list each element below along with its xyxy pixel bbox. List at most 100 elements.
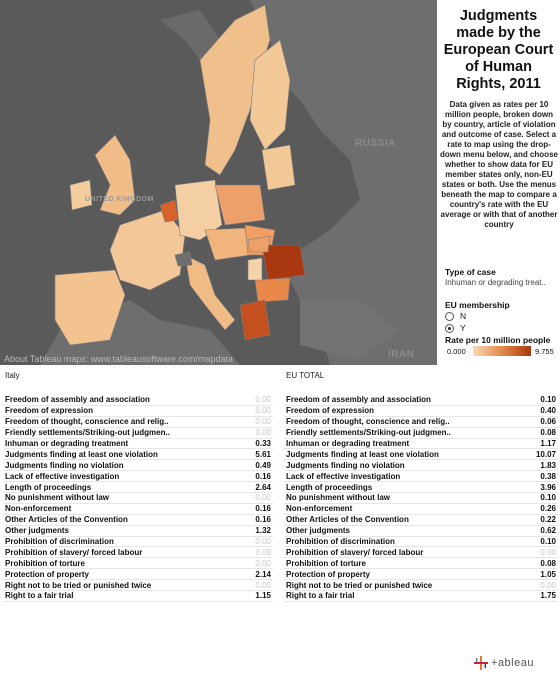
left-table-row[interactable]: Inhuman or degrading treatment 0.33 [3, 439, 273, 450]
tableau-logo[interactable]: +ableau [474, 656, 534, 670]
right-table-row[interactable]: Other judgments 0.62 [284, 526, 558, 537]
right-table-row[interactable]: Right not to be tried or punished twice 0… [284, 580, 558, 592]
map-view[interactable]: RUSSIA IRAN UNITED KINGDOM About Tableau… [0, 0, 437, 365]
left-row-value: 0.00 [255, 537, 271, 547]
right-row-value: 0.08 [540, 428, 556, 438]
right-table-row[interactable]: Friendly settlements/Striking-out judgme… [284, 428, 558, 439]
right-table-row[interactable]: Judgments finding no violation 1.83 [284, 460, 558, 472]
right-table-row[interactable]: Prohibition of discrimination 0.10 [284, 537, 558, 548]
right-row-value: 0.00 [540, 547, 556, 557]
left-table-row[interactable]: Lack of effective investigation 0.16 [3, 471, 273, 483]
left-row-value: 0.49 [255, 460, 271, 470]
left-table-row[interactable]: Prohibition of discrimination 0.00 [3, 537, 273, 548]
right-row-value: 0.10 [540, 395, 556, 405]
right-row-value: 0.26 [540, 504, 556, 514]
eu-option-y[interactable]: Y [445, 323, 466, 333]
legend-title: Rate per 10 million people [445, 335, 551, 345]
right-table-row[interactable]: Freedom of thought, conscience and relig… [284, 417, 558, 428]
left-table-row[interactable]: Judgments finding no violation 0.49 [3, 460, 273, 472]
left-row-value: 0.16 [255, 504, 271, 514]
left-row-value: 0.00 [255, 417, 271, 427]
right-row-label: Freedom of expression [286, 406, 375, 416]
eu-membership-label: EU membership [445, 300, 510, 310]
left-table-row[interactable]: Length of proceedings 2.64 [3, 482, 273, 494]
right-table-row[interactable]: Length of proceedings 3.96 [284, 482, 558, 494]
right-table-row[interactable]: Prohibition of torture 0.08 [284, 558, 558, 570]
left-table-row[interactable]: Other Articles of the Convention 0.16 [3, 515, 273, 526]
left-row-label: Judgments finding no violation [5, 460, 124, 470]
right-row-label: Judgments finding no violation [286, 460, 405, 470]
right-row-label: Judgments finding at least one violation [286, 449, 439, 459]
right-table-row[interactable]: Judgments finding at least one violation… [284, 449, 558, 461]
left-table-row[interactable]: Prohibition of torture 0.00 [3, 558, 273, 570]
right-table-row[interactable]: Non-enforcement 0.26 [284, 504, 558, 515]
right-table-row[interactable]: Freedom of expression 0.40 [284, 406, 558, 417]
left-row-value: 0.00 [255, 406, 271, 416]
map-credit-link[interactable]: About Tableau maps: www.tableausoftware.… [4, 354, 233, 364]
right-comparison-table: Freedom of assembly and association 0.10 F… [284, 395, 558, 602]
left-table-row[interactable]: Other judgments 1.32 [3, 526, 273, 537]
right-row-value: 0.38 [540, 471, 556, 481]
left-row-label: Freedom of assembly and association [5, 395, 150, 405]
legend-min: 0.000 [447, 347, 466, 356]
type-of-case-dropdown[interactable]: Inhuman or degrading treat.. [445, 278, 546, 287]
left-table-row[interactable]: Prohibition of slavery/ forced labour 0.0… [3, 547, 273, 559]
right-table-row[interactable]: Inhuman or degrading treatment 1.17 [284, 439, 558, 450]
radio-y-icon[interactable] [445, 323, 454, 333]
left-table-row[interactable]: Non-enforcement 0.16 [3, 504, 273, 515]
left-table-row[interactable]: Judgments finding at least one violation… [3, 449, 273, 461]
left-table-row[interactable]: Freedom of thought, conscience and relig… [3, 417, 273, 428]
right-table-row[interactable]: Lack of effective investigation 0.38 [284, 471, 558, 483]
left-row-value: 0.16 [255, 471, 271, 481]
left-row-value: 5.61 [255, 449, 271, 459]
left-table-header[interactable]: Italy [5, 371, 20, 380]
right-table-row[interactable]: Right to a fair trial 1.75 [284, 591, 558, 602]
legend-max: 9.755 [535, 347, 554, 356]
right-row-label: No punishment without law [286, 493, 390, 503]
left-row-label: Prohibition of discrimination [5, 537, 114, 547]
right-row-value: 0.10 [540, 537, 556, 547]
left-row-label: No punishment without law [5, 493, 109, 503]
right-row-value: 0.10 [540, 493, 556, 503]
right-table-row[interactable]: Freedom of assembly and association 0.10 [284, 395, 558, 406]
tableau-cross-icon [474, 656, 488, 670]
map-canvas[interactable] [0, 0, 437, 365]
left-table-row[interactable]: Protection of property 2.14 [3, 569, 273, 581]
eu-option-n-label: N [460, 311, 467, 321]
right-table-row[interactable]: No punishment without law 0.10 [284, 493, 558, 504]
type-of-case-label: Type of case [445, 267, 496, 277]
left-row-value: 1.15 [255, 591, 271, 601]
right-row-value: 3.96 [540, 482, 556, 492]
right-row-label: Protection of property [286, 569, 371, 579]
left-comparison-table: Freedom of assembly and association 0.00 F… [3, 395, 273, 602]
right-table-row[interactable]: Other Articles of the Convention 0.22 [284, 515, 558, 526]
right-row-value: 0.22 [540, 515, 556, 525]
right-row-label: Inhuman or degrading treatment [286, 439, 410, 448]
radio-n-icon[interactable] [445, 311, 454, 321]
eu-option-y-label: Y [460, 323, 466, 333]
right-row-value: 1.05 [540, 569, 556, 579]
right-table-row[interactable]: Protection of property 1.05 [284, 569, 558, 581]
left-row-label: Right to a fair trial [5, 591, 74, 601]
map-label-iran: IRAN [388, 349, 415, 360]
left-table-row[interactable]: No punishment without law 0.00 [3, 493, 273, 504]
left-row-label: Length of proceedings [5, 482, 92, 492]
left-table-row[interactable]: Right to a fair trial 1.15 [3, 591, 273, 602]
right-row-value: 0.40 [540, 406, 556, 416]
legend-color-bar [473, 346, 531, 356]
left-row-label: Lack of effective investigation [5, 471, 120, 481]
right-row-value: 0.62 [540, 526, 556, 536]
left-row-label: Prohibition of slavery/ forced labour [5, 547, 143, 557]
left-row-label: Friendly settlements/Striking-out judgme… [5, 428, 170, 438]
left-table-row[interactable]: Freedom of expression 0.00 [3, 406, 273, 417]
left-table-row[interactable]: Right not to be tried or punished twice 0… [3, 580, 273, 592]
eu-option-n[interactable]: N [445, 311, 466, 321]
left-table-row[interactable]: Freedom of assembly and association 0.00 [3, 395, 273, 406]
right-row-label: Freedom of assembly and association [286, 395, 431, 405]
left-row-value: 0.00 [255, 395, 271, 405]
right-table-header[interactable]: EU TOTAL [286, 371, 325, 380]
left-table-row[interactable]: Friendly settlements/Striking-out judgme… [3, 428, 273, 439]
left-row-value: 0.00 [255, 547, 271, 557]
right-table-row[interactable]: Prohibition of slavery/ forced labour 0.0… [284, 547, 558, 559]
